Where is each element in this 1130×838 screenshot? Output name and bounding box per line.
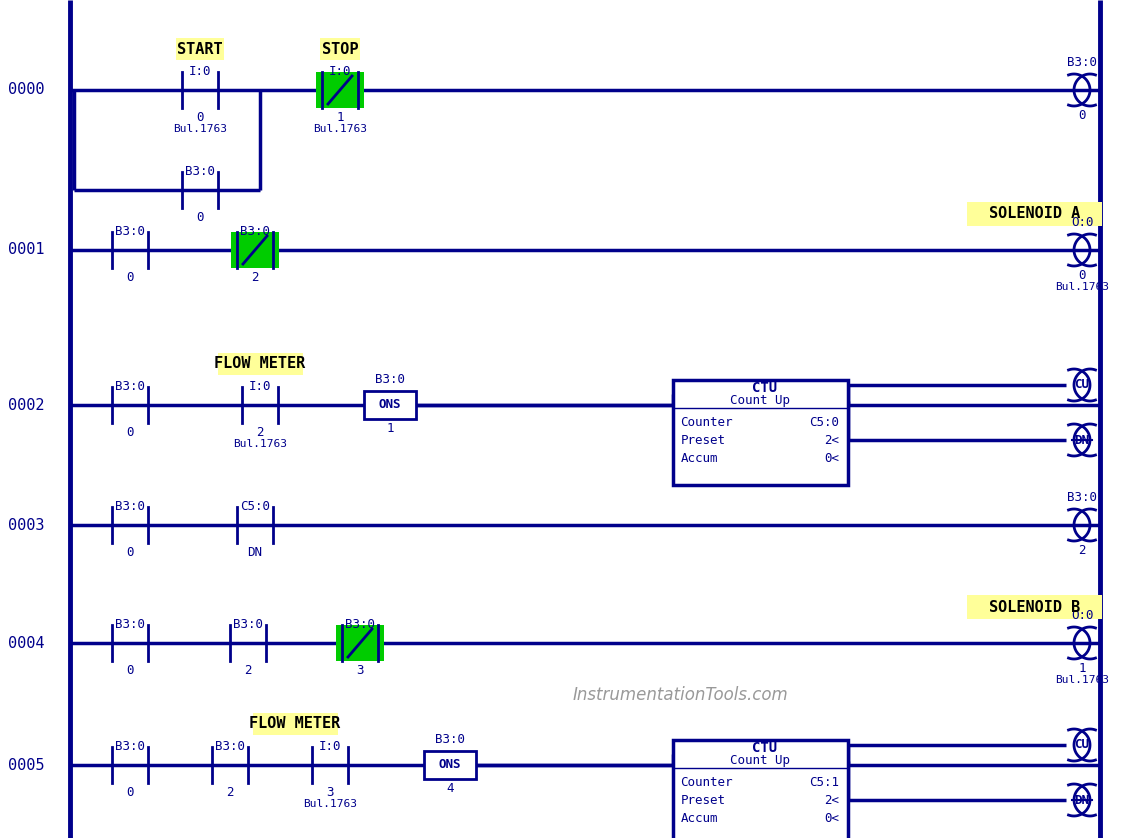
Text: Preset: Preset (680, 434, 725, 447)
Text: 3: 3 (327, 786, 333, 799)
Text: 1: 1 (386, 422, 393, 435)
Text: Bul.1763: Bul.1763 (1055, 675, 1109, 685)
Text: 0005: 0005 (8, 758, 44, 773)
Bar (424, 751, 476, 779)
Text: FLOW METER: FLOW METER (215, 356, 305, 371)
Text: 0: 0 (1078, 269, 1086, 282)
Text: 0: 0 (127, 664, 133, 677)
Text: 0: 0 (197, 211, 203, 224)
Text: 1: 1 (1078, 662, 1086, 675)
Text: DN: DN (247, 546, 262, 559)
Text: Count Up: Count Up (730, 394, 790, 407)
Bar (364, 391, 416, 419)
Bar (217, 353, 303, 375)
Text: Accum: Accum (680, 812, 718, 825)
Bar (316, 72, 364, 108)
Text: CU: CU (1075, 738, 1089, 752)
Text: C5:0: C5:0 (809, 416, 840, 429)
Text: FLOW METER: FLOW METER (250, 716, 340, 732)
Text: B3:0: B3:0 (240, 225, 270, 238)
Text: CU: CU (1075, 379, 1089, 391)
Text: 0004: 0004 (8, 635, 44, 650)
Text: 0: 0 (127, 426, 133, 439)
Text: Bul.1763: Bul.1763 (313, 124, 367, 134)
Text: ONS: ONS (438, 758, 461, 772)
Text: 0: 0 (197, 111, 203, 124)
Text: B3:0: B3:0 (115, 740, 145, 753)
Text: Counter: Counter (680, 416, 733, 429)
Text: 0<: 0< (825, 812, 840, 825)
Text: 2: 2 (1078, 544, 1086, 557)
Text: B3:0: B3:0 (233, 618, 263, 631)
Text: C5:0: C5:0 (240, 500, 270, 513)
Text: 0003: 0003 (8, 518, 44, 532)
Text: Bul.1763: Bul.1763 (233, 439, 287, 449)
Bar (672, 741, 848, 838)
Text: I:0: I:0 (319, 740, 341, 753)
Bar (252, 713, 338, 735)
Text: Bul.1763: Bul.1763 (173, 124, 227, 134)
Text: SOLENOID B: SOLENOID B (990, 599, 1080, 614)
Text: O:0: O:0 (1071, 216, 1093, 229)
Text: B3:0: B3:0 (115, 500, 145, 513)
Text: 2: 2 (257, 426, 263, 439)
Text: Count Up: Count Up (730, 754, 790, 767)
Text: STOP: STOP (322, 42, 358, 56)
Text: 0002: 0002 (8, 397, 44, 412)
Bar (336, 625, 384, 661)
Text: 0: 0 (127, 546, 133, 559)
Text: CTU: CTU (753, 742, 777, 756)
Text: 2: 2 (251, 271, 259, 284)
Text: I:0: I:0 (189, 65, 211, 78)
Text: B3:0: B3:0 (115, 380, 145, 393)
Text: 2<: 2< (825, 794, 840, 807)
Text: 4: 4 (446, 782, 454, 795)
Text: 2<: 2< (825, 434, 840, 447)
Text: B3:0: B3:0 (435, 733, 466, 746)
Bar (967, 202, 1102, 226)
Text: Bul.1763: Bul.1763 (1055, 282, 1109, 292)
Text: B3:0: B3:0 (115, 225, 145, 238)
Text: B3:0: B3:0 (1067, 491, 1097, 504)
Text: 0: 0 (127, 271, 133, 284)
Text: 0<: 0< (825, 452, 840, 465)
Text: 1: 1 (337, 111, 344, 124)
Text: B3:0: B3:0 (185, 165, 215, 178)
Text: 0: 0 (1078, 109, 1086, 122)
Text: O:0: O:0 (1071, 609, 1093, 622)
Text: DN: DN (1075, 794, 1089, 806)
Text: 3: 3 (356, 664, 364, 677)
Text: I:0: I:0 (249, 380, 271, 393)
Bar (967, 595, 1102, 619)
Text: START: START (177, 42, 223, 56)
Text: Accum: Accum (680, 452, 718, 465)
Text: 0000: 0000 (8, 82, 44, 97)
Bar (320, 38, 360, 60)
Text: Bul.1763: Bul.1763 (303, 799, 357, 809)
Text: I:0: I:0 (329, 65, 351, 78)
Text: 2: 2 (244, 664, 252, 677)
Text: B3:0: B3:0 (345, 618, 375, 631)
Text: InstrumentationTools.com: InstrumentationTools.com (572, 686, 788, 704)
Text: B3:0: B3:0 (215, 740, 245, 753)
Text: B3:0: B3:0 (115, 618, 145, 631)
Text: SOLENOID A: SOLENOID A (990, 206, 1080, 221)
Text: B3:0: B3:0 (1067, 56, 1097, 69)
Text: B3:0: B3:0 (375, 373, 405, 386)
Text: Counter: Counter (680, 776, 733, 789)
Text: CTU: CTU (753, 381, 777, 396)
Text: C5:1: C5:1 (809, 776, 840, 789)
Text: DN: DN (1075, 433, 1089, 447)
Text: 0001: 0001 (8, 242, 44, 257)
Bar (176, 38, 224, 60)
Text: Preset: Preset (680, 794, 725, 807)
Text: 2: 2 (226, 786, 234, 799)
Text: 0: 0 (127, 786, 133, 799)
Bar (231, 232, 279, 268)
Text: ONS: ONS (379, 399, 401, 411)
Bar (672, 380, 848, 485)
